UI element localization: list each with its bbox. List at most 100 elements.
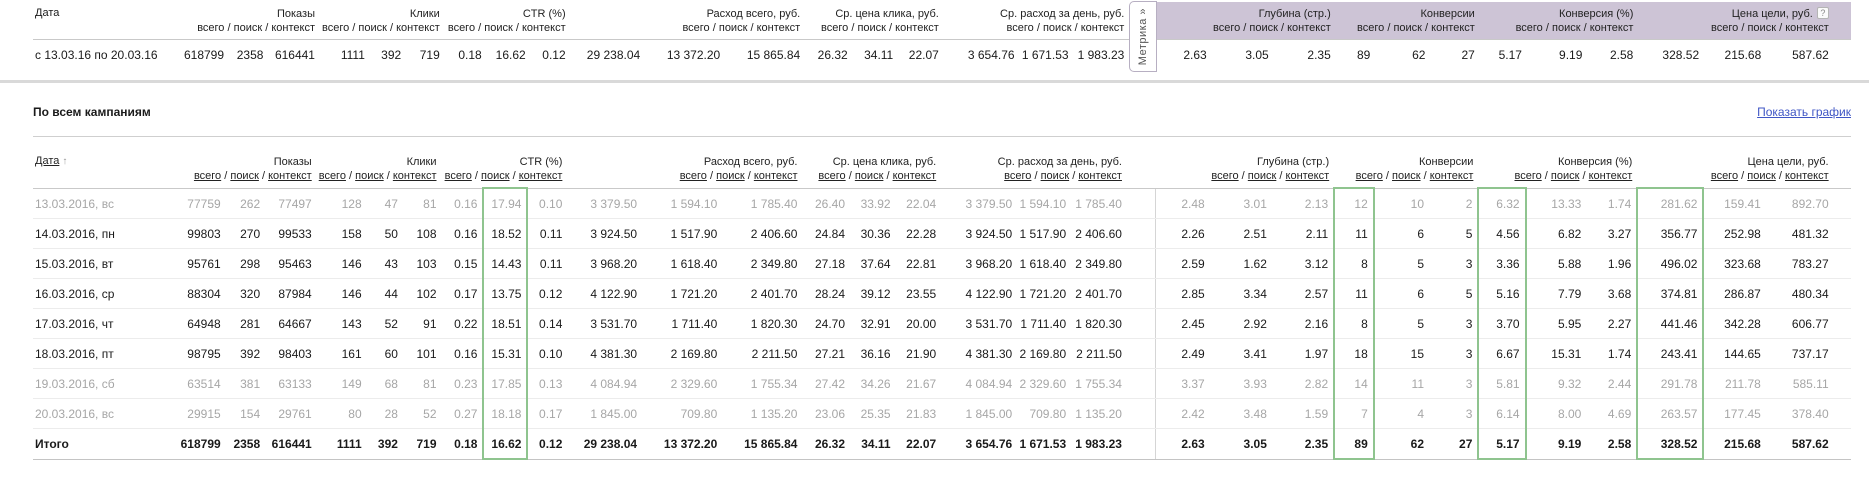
cell-goal-cost-context: 737.17 <box>1765 338 1834 369</box>
column-group-label: Расход всего, руб. <box>706 8 801 20</box>
subcol-total-label: всего <box>1006 22 1034 34</box>
column-group-header: Конверсия (%) всего / поиск / контекст <box>1479 2 1639 40</box>
column-group-label: Показы <box>273 156 312 168</box>
cell-impressions-total: 98795 <box>164 338 226 369</box>
cell-depth-search: 1.62 <box>1209 248 1272 279</box>
date-header-label: Дата <box>35 7 60 19</box>
cell-cpc-search: 34.26 <box>850 368 896 399</box>
cell-cpc-total: 24.70 <box>802 308 850 339</box>
cell-depth-context: 1.59 <box>1271 398 1335 429</box>
subcol-context-link[interactable]: контекст <box>1588 170 1633 182</box>
cell-conversion-rate-search: 13.33 <box>1525 188 1587 219</box>
subcol-total-link[interactable]: всего <box>1355 170 1383 182</box>
cell-impressions-search: 381 <box>225 368 266 399</box>
cell-cost-context: 2 349.80 <box>722 248 803 279</box>
subcol-search-link[interactable]: поиск <box>1392 170 1421 182</box>
subcol-search-label: поиск <box>718 22 748 34</box>
subcol-context-link[interactable]: контекст <box>392 170 437 182</box>
cell-goal-cost-context: 585.11 <box>1765 368 1834 399</box>
table-header-row: Дата ↑ Показы всего / поиск / контекст К… <box>33 150 1851 189</box>
subcol-context-link[interactable]: контекст <box>892 170 937 182</box>
metrika-separator <box>1126 308 1156 339</box>
cell-daily-cost-search: 1 594.10 <box>1017 188 1072 219</box>
cell-cpc-context: 21.67 <box>895 368 942 399</box>
cell-cpc-context: 20.00 <box>895 308 942 339</box>
summary-cell: 5.17 <box>1498 48 1522 62</box>
cell-conversion-rate-total: 3.36 <box>1477 248 1527 279</box>
cell-goal-cost-total: 441.46 <box>1636 308 1705 339</box>
cell-conversion-rate-total: 6.67 <box>1477 338 1527 369</box>
cell-cost-total: 3 531.70 <box>567 308 643 339</box>
subcol-search-link[interactable]: поиск <box>716 170 745 182</box>
cell-conversion-rate-context: 1.74 <box>1586 338 1638 369</box>
cell-conversion-rate-search: 8.00 <box>1525 398 1587 429</box>
subcol-total-link[interactable]: всего <box>818 170 846 182</box>
summary-date-header: Дата <box>33 2 169 40</box>
total-cell: 2.58 <box>1586 428 1638 460</box>
subcol-search-link[interactable]: поиск <box>854 170 884 182</box>
cell-conversions-search: 6 <box>1373 278 1429 309</box>
subcol-search-link[interactable]: поиск <box>1747 170 1776 182</box>
summary-cell: 29 238.04 <box>586 48 641 62</box>
subcol-total-label: всего <box>1515 22 1543 34</box>
cell-cost-search: 1 721.20 <box>642 278 723 309</box>
cell-goal-cost-total: 281.62 <box>1636 187 1705 219</box>
filler-cell <box>1833 188 1851 219</box>
cell-ctr-search: 17.94 <box>482 187 529 219</box>
subcol-context-link[interactable]: контекст <box>1429 170 1474 182</box>
show-chart-link[interactable]: Показать график <box>1757 105 1851 119</box>
help-icon[interactable]: ? <box>1816 7 1829 19</box>
subcol-total-link[interactable]: всего <box>1514 170 1542 182</box>
subcol-total-link[interactable]: всего <box>679 170 707 182</box>
summary-cell: 328.52 <box>1662 48 1700 62</box>
subcol-total-link[interactable]: всего <box>1211 170 1239 182</box>
subcol-search-link[interactable]: поиск <box>1247 170 1277 182</box>
subcol-search-link[interactable]: поиск <box>355 170 384 182</box>
subcol-context-link[interactable]: контекст <box>1078 170 1122 182</box>
date-sort-link[interactable]: Дата <box>35 155 60 167</box>
cell-depth-total: 2.49 <box>1155 338 1210 369</box>
summary-cell: 16.62 <box>495 48 526 62</box>
subcol-context-link[interactable]: контекст <box>1784 170 1829 182</box>
cell-daily-cost-context: 1 785.40 <box>1071 188 1127 219</box>
subcol-search-link[interactable]: поиск <box>1040 170 1070 182</box>
cell-cpc-context: 23.55 <box>895 278 942 309</box>
total-cell: 2.63 <box>1155 428 1210 460</box>
cell-conversions-search: 6 <box>1373 218 1429 249</box>
subcol-total-link[interactable]: всего <box>193 170 222 182</box>
metrika-tab[interactable]: Метрика » <box>1129 1 1157 72</box>
subcol-context-link[interactable]: контекст <box>1285 170 1330 182</box>
subcol-context-link[interactable]: контекст <box>518 170 563 182</box>
cell-cpc-context: 22.81 <box>895 248 942 279</box>
cell-cost-total: 4 084.94 <box>567 368 643 399</box>
table-row: 16.03.2016, ср 88304 320 87984 146 44 10… <box>33 278 1851 309</box>
cell-daily-cost-context: 2 401.70 <box>1071 278 1127 309</box>
subcol-search-link[interactable]: поиск <box>1550 170 1580 182</box>
cell-daily-cost-context: 2 349.80 <box>1071 248 1127 279</box>
column-group-label: Глубина (стр.) <box>1258 8 1331 20</box>
subcol-context-link[interactable]: контекст <box>268 170 312 182</box>
cell-conversion-rate-context: 3.27 <box>1586 218 1638 249</box>
summary-header-row: Дата Показы всего / поиск / контекст Кли… <box>33 2 1851 40</box>
subcol-search-link[interactable]: поиск <box>230 170 259 182</box>
subcol-context-link[interactable]: контекст <box>753 170 798 182</box>
summary-cell: 26.32 <box>817 48 848 62</box>
cell-impressions-total: 99803 <box>164 218 226 249</box>
cell-depth-search: 3.93 <box>1209 368 1272 399</box>
subcol-total-link[interactable]: всего <box>1004 170 1032 182</box>
subcol-total-link[interactable]: всего <box>1710 170 1739 182</box>
cell-cpc-search: 33.92 <box>850 188 896 219</box>
cell-ctr-context: 0.11 <box>527 218 568 249</box>
cell-daily-cost-total: 3 379.50 <box>941 188 1018 219</box>
cell-ctr-total: 0.15 <box>441 248 484 279</box>
subcol-search-link[interactable]: поиск <box>481 170 510 182</box>
cell-conversion-rate-search: 5.88 <box>1525 248 1587 279</box>
subcol-total-link[interactable]: всего <box>318 170 346 182</box>
subcol-total-link[interactable]: всего <box>444 170 472 182</box>
cell-cost-search: 709.80 <box>642 398 723 429</box>
subcol-total-label: всего <box>1711 22 1739 34</box>
cell-conversion-rate-search: 9.32 <box>1525 368 1587 399</box>
cell-impressions-context: 77497 <box>265 188 317 219</box>
cell-conversions-context: 2 <box>1429 188 1479 219</box>
summary-cell: 34.11 <box>864 48 894 62</box>
